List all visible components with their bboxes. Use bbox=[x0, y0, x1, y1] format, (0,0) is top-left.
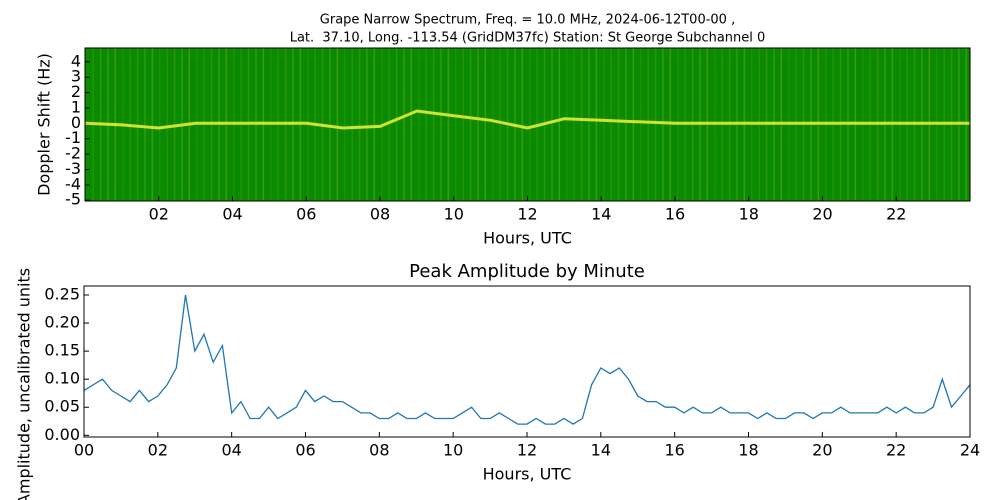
noise-streak bbox=[166, 48, 168, 201]
y-tick-label: 0.15 bbox=[44, 341, 80, 360]
noise-streak bbox=[366, 48, 368, 201]
noise-streak bbox=[610, 48, 612, 201]
noise-streak bbox=[647, 48, 649, 201]
noise-streak bbox=[477, 48, 479, 201]
noise-streak bbox=[558, 48, 561, 201]
noise-streak bbox=[588, 48, 590, 201]
noise-streak bbox=[329, 48, 331, 201]
noise-streak bbox=[625, 48, 627, 201]
noise-streak bbox=[351, 48, 353, 201]
noise-streak bbox=[336, 48, 339, 201]
x-tick-label: 12 bbox=[517, 441, 537, 460]
noise-streak bbox=[595, 48, 598, 201]
x-tick-label: 16 bbox=[665, 205, 685, 224]
noise-streak bbox=[529, 48, 531, 201]
y-tick-label: -3 bbox=[65, 159, 81, 178]
plot-frame bbox=[83, 285, 971, 438]
noise-streak bbox=[159, 48, 161, 201]
amplitude-line bbox=[83, 294, 971, 425]
x-axis-label: Hours, UTC bbox=[483, 465, 572, 484]
y-tick-label: 0.00 bbox=[44, 425, 80, 444]
doppler-trace bbox=[84, 109, 970, 130]
noise-streak bbox=[410, 48, 413, 201]
x-tick-label: 18 bbox=[738, 441, 758, 460]
x-tick-label: 08 bbox=[369, 441, 389, 460]
noise-streak bbox=[151, 48, 154, 201]
y-tick-label: 4 bbox=[71, 51, 81, 70]
x-tick-label: 00 bbox=[74, 441, 94, 460]
y-tick-label: -4 bbox=[65, 174, 81, 193]
y-tick-label: 0.05 bbox=[44, 397, 80, 416]
noise-streak bbox=[373, 48, 376, 201]
y-tick-label: 0 bbox=[71, 113, 81, 132]
y-tick-label: -5 bbox=[65, 190, 81, 209]
noise-streak bbox=[492, 48, 494, 201]
noise-streak bbox=[418, 48, 420, 201]
chart-title: Lat. 37.10, Long. -113.54 (GridDM37fc) S… bbox=[290, 31, 766, 46]
plot-frame bbox=[84, 47, 971, 202]
noise-streak bbox=[136, 48, 139, 201]
noise-streak bbox=[462, 48, 464, 201]
noise-streak bbox=[521, 48, 524, 201]
x-tick-label: 10 bbox=[443, 441, 463, 460]
y-axis-label: Amplitude, uncalibrated units bbox=[15, 268, 34, 500]
noise-streak bbox=[447, 48, 450, 201]
y-tick-label: 2 bbox=[71, 82, 81, 101]
y-tick-label: 1 bbox=[71, 97, 81, 116]
y-tick-label: 0.25 bbox=[44, 284, 80, 303]
noise-streak bbox=[484, 48, 487, 201]
noise-streak bbox=[573, 48, 575, 201]
noise-streak bbox=[425, 48, 427, 201]
x-tick-label: 02 bbox=[148, 441, 168, 460]
noise-streak bbox=[499, 48, 501, 201]
x-tick-label: 22 bbox=[886, 441, 906, 460]
noise-streak bbox=[566, 48, 568, 201]
x-tick-label: 16 bbox=[664, 441, 684, 460]
y-tick-label: -2 bbox=[65, 144, 81, 163]
noise-streak bbox=[617, 48, 620, 201]
x-tick-label: 06 bbox=[296, 205, 316, 224]
noise-streak bbox=[580, 48, 583, 201]
noise-streak bbox=[403, 48, 405, 201]
y-tick-label: -1 bbox=[65, 128, 81, 147]
noise-streak bbox=[358, 48, 361, 201]
noise-streak bbox=[640, 48, 642, 201]
x-tick-label: 02 bbox=[149, 205, 169, 224]
x-tick-label: 08 bbox=[370, 205, 390, 224]
y-tick-label: 3 bbox=[71, 67, 81, 86]
x-tick-label: 14 bbox=[591, 205, 611, 224]
noise-streak bbox=[455, 48, 457, 201]
x-tick-label: 22 bbox=[886, 205, 906, 224]
noise-streak bbox=[388, 48, 390, 201]
x-tick-label: 20 bbox=[812, 205, 832, 224]
x-tick-label: 14 bbox=[591, 441, 611, 460]
noise-streak bbox=[603, 48, 605, 201]
noise-streak bbox=[440, 48, 442, 201]
noise-streak bbox=[551, 48, 553, 201]
x-tick-label: 20 bbox=[812, 441, 832, 460]
x-tick-label: 04 bbox=[221, 441, 241, 460]
noise-streak bbox=[469, 48, 472, 201]
noise-streak bbox=[144, 48, 146, 201]
noise-streak bbox=[654, 48, 657, 201]
x-tick-label: 18 bbox=[739, 205, 759, 224]
noise-streak bbox=[662, 48, 664, 201]
y-tick-label: 0.10 bbox=[44, 369, 80, 388]
x-tick-label: 04 bbox=[222, 205, 242, 224]
chart-title: Peak Amplitude by Minute bbox=[409, 261, 645, 282]
y-axis-label: Doppler Shift (Hz) bbox=[35, 53, 54, 196]
noise-streak bbox=[395, 48, 398, 201]
noise-streak bbox=[632, 48, 635, 201]
x-tick-label: 24 bbox=[960, 441, 980, 460]
x-tick-label: 12 bbox=[517, 205, 537, 224]
chart-title: Grape Narrow Spectrum, Freq. = 10.0 MHz,… bbox=[320, 13, 735, 28]
noise-streak bbox=[344, 48, 346, 201]
x-tick-label: 06 bbox=[295, 441, 315, 460]
x-tick-label: 10 bbox=[444, 205, 464, 224]
y-tick-label: 0.20 bbox=[44, 313, 80, 332]
x-axis-label: Hours, UTC bbox=[483, 229, 572, 248]
noise-streak bbox=[432, 48, 435, 201]
